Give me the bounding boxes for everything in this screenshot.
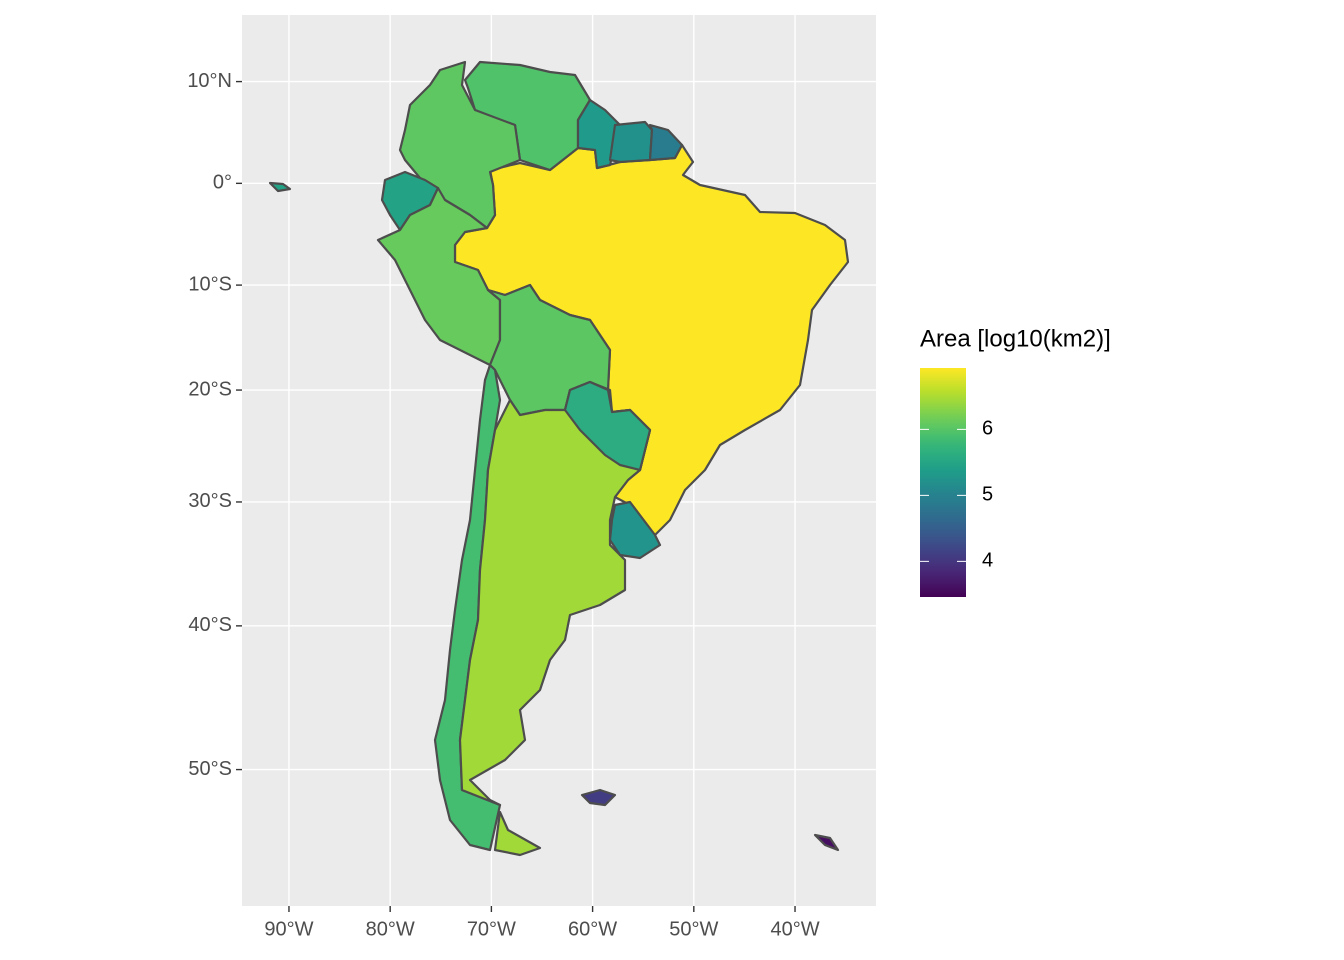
y-tick-label: 0° bbox=[213, 172, 232, 194]
x-tick-label: 80°W bbox=[366, 918, 415, 940]
y-tick-label: 10°S bbox=[188, 273, 232, 295]
x-tick-label: 90°W bbox=[264, 918, 313, 940]
y-tick-label: 50°S bbox=[188, 758, 232, 780]
country bbox=[608, 500, 662, 560]
x-tick-label: 50°W bbox=[669, 918, 718, 940]
x-tick-label: 60°W bbox=[568, 918, 617, 940]
legend-title: Area [log10(km2)] bbox=[920, 325, 1111, 352]
x-tick-label: 70°W bbox=[467, 918, 516, 940]
country bbox=[813, 833, 840, 852]
y-tick-label: 10°N bbox=[187, 70, 232, 92]
y-tick-label: 40°S bbox=[188, 614, 232, 636]
y-tick-label: 20°S bbox=[188, 378, 232, 400]
country bbox=[376, 186, 502, 367]
x-tick-label: 40°W bbox=[770, 918, 819, 940]
y-tick-label: 30°S bbox=[188, 490, 232, 512]
country bbox=[563, 380, 652, 472]
country bbox=[580, 788, 617, 807]
legend-label: 6 bbox=[982, 418, 993, 440]
country bbox=[268, 181, 292, 193]
legend-label: 4 bbox=[982, 550, 993, 572]
legend-label: 5 bbox=[982, 484, 993, 506]
country bbox=[493, 810, 542, 857]
country bbox=[608, 120, 654, 164]
colorbar bbox=[920, 368, 966, 597]
country bbox=[648, 123, 684, 162]
